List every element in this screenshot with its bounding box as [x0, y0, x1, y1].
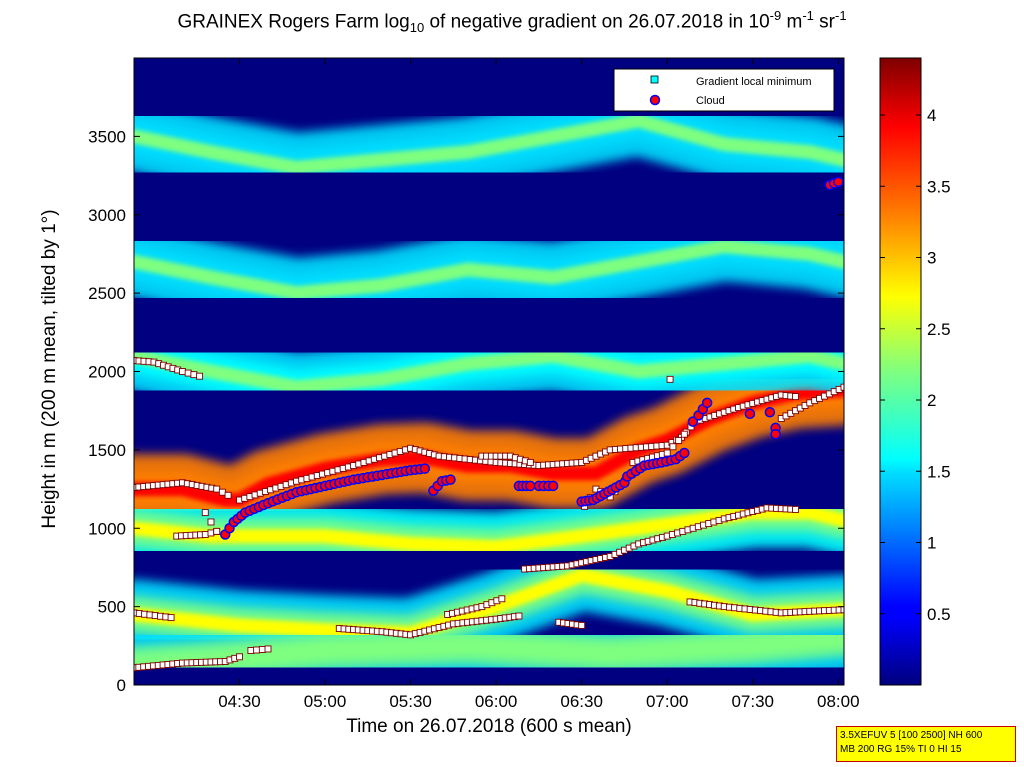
y-axis-label: Height in m (200 m mean, tilted by 1°) [39, 209, 60, 529]
colorbar-tick-label: 0.5 [927, 605, 951, 624]
x-tick-label: 06:00 [475, 692, 518, 711]
colorbar-tick-label: 1.5 [927, 462, 951, 481]
legend: Gradient local minimum Cloud [613, 68, 835, 112]
gradient-minimum-marker [498, 595, 506, 603]
cloud-marker [445, 474, 456, 485]
x-tick-label: 07:30 [731, 692, 774, 711]
gradient-minimum-marker [247, 647, 255, 654]
gradient-minimum-marker [184, 369, 192, 377]
x-tick-label: 06:30 [560, 692, 603, 711]
heatmap-layer-core [134, 505, 844, 555]
info-line-2: MB 200 RG 15% TI 0 HI 15 [840, 744, 962, 755]
heatmap-layer-core [134, 113, 844, 175]
gradient-minimum-marker [680, 430, 688, 438]
y-tick-label: 1000 [88, 519, 126, 538]
y-tick-label: 500 [98, 598, 126, 617]
y-tick-label: 3000 [88, 206, 126, 225]
cloud-marker [679, 447, 690, 459]
gradient-minimum-marker [526, 458, 534, 466]
x-tick-label: 04:30 [218, 692, 261, 711]
gradient-minimum-marker [196, 372, 204, 380]
colorbar-tick-label: 2 [927, 391, 936, 410]
gradient-minimum-marker [264, 645, 272, 653]
gradient-minimum-marker [792, 505, 799, 513]
gradient-minimum-marker [840, 383, 844, 391]
y-tick-label: 3500 [88, 127, 126, 146]
cloud-marker [833, 176, 844, 188]
y-axis-ticks: 0 500 1000 1500 2000 2500 3000 3500 [88, 127, 844, 695]
legend-cloud-label: Cloud [696, 95, 725, 107]
colorbar [879, 57, 922, 686]
heatmap-plot [134, 58, 844, 685]
cloud-marker [525, 480, 536, 492]
gradient-minimum-marker [258, 646, 266, 653]
x-tick-label: 05:00 [304, 692, 347, 711]
gradient-minimum-marker [201, 531, 209, 538]
gradient-minimum-markers [134, 357, 844, 672]
gradient-minimum-marker [218, 488, 226, 496]
cloud-marker [419, 463, 431, 474]
gradient-minimum-marker [663, 449, 671, 457]
legend-gradient-label: Gradient local minimum [696, 76, 812, 88]
legend-gradient-marker [650, 75, 659, 84]
heatmap-layer-core [134, 239, 844, 301]
gradient-minimum-marker [207, 529, 215, 537]
gradient-minimum-marker [666, 375, 674, 383]
gradient-minimum-marker [213, 485, 221, 493]
cloud-marker [744, 408, 756, 420]
y-tick-label: 2500 [88, 284, 126, 303]
colorbar-tick-label: 3.5 [927, 177, 951, 196]
gradient-minimum-marker [578, 621, 586, 629]
cloud-marker [547, 480, 559, 492]
cloud-marker [764, 407, 776, 418]
cloud-marker [770, 428, 781, 440]
cloud-marker [701, 397, 713, 409]
gradient-minimum-marker [792, 393, 799, 401]
x-tick-label: 07:00 [646, 692, 689, 711]
gradient-minimum-marker [675, 437, 683, 444]
gradient-minimum-marker [253, 646, 261, 654]
colorbar-tick-label: 4 [927, 106, 936, 125]
heatmap-layer-core [134, 348, 844, 395]
chart-title: GRAINEX Rogers Farm log10 of negative gr… [177, 8, 847, 36]
gradient-minimum-marker [236, 653, 243, 661]
colorbar-tick-label: 2.5 [927, 320, 951, 339]
x-axis-label: Time on 26.07.2018 (600 s mean) [346, 716, 632, 737]
settings-info-box: 3.5XEFUV 5 [100 2500] NH 600 MB 200 RG 1… [836, 726, 1016, 762]
gradient-minimum-marker [179, 368, 186, 375]
cloud-marker [687, 416, 699, 427]
gradient-minimum-marker [224, 491, 232, 499]
gradient-minimum-marker [207, 518, 215, 526]
gradient-minimum-marker [669, 443, 677, 451]
y-tick-label: 0 [117, 676, 126, 695]
colorbar-ticks: 0.5 1 1.5 2 2.5 3 3.5 4 [880, 106, 951, 624]
gradient-minimum-marker [840, 606, 844, 614]
info-line-1: 3.5XEFUV 5 [100 2500] NH 600 [840, 730, 983, 741]
y-tick-label: 2000 [88, 363, 126, 382]
gradient-minimum-marker [515, 612, 523, 620]
x-axis-ticks: 04:30 05:00 05:30 06:00 06:30 07:00 07:30 08:00 [218, 58, 860, 711]
y-tick-label: 1500 [88, 441, 126, 460]
gradient-minimum-marker [190, 371, 198, 379]
gradient-minimum-marker [167, 614, 175, 622]
gradient-minimum-marker [201, 509, 209, 517]
legend-cloud-marker [649, 94, 661, 106]
x-tick-label: 05:30 [389, 692, 432, 711]
cloud-markers [219, 176, 844, 540]
x-tick-label: 08:00 [817, 692, 860, 711]
colorbar-tick-label: 1 [927, 534, 936, 553]
colorbar-tick-label: 3 [927, 249, 936, 268]
gradient-minimum-marker [213, 527, 221, 535]
